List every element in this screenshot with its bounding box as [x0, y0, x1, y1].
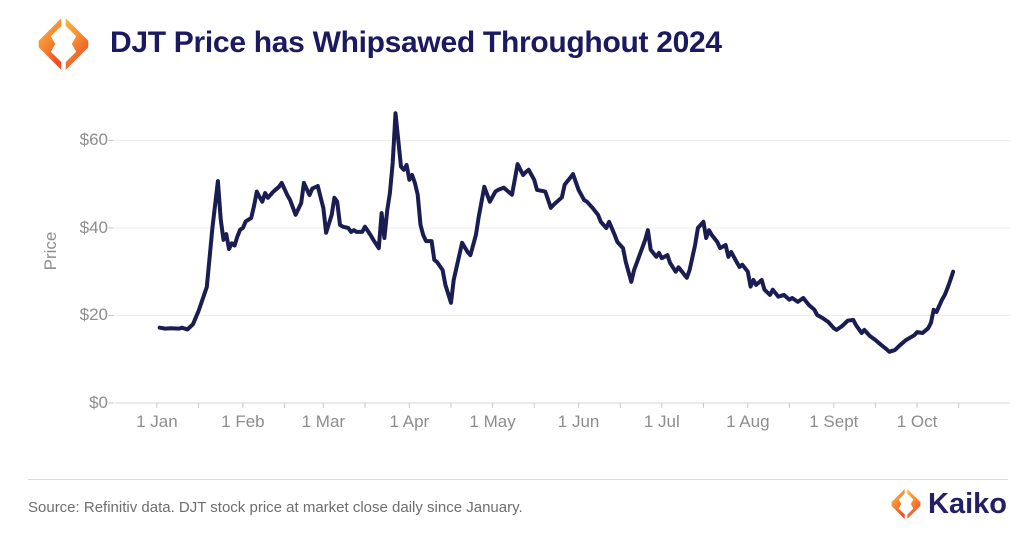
chart-canvas — [108, 111, 1010, 408]
source-text: Source: Refinitiv data. DJT stock price … — [28, 499, 523, 516]
kaiko-brand: Kaiko — [890, 486, 1020, 526]
y-tick-label: $0 — [89, 393, 108, 412]
x-tick-label: 1 Aug — [726, 412, 770, 431]
footer-divider — [28, 479, 1008, 480]
y-tick-label: $20 — [79, 305, 108, 325]
x-tick-label: 1 Mar — [301, 412, 346, 431]
price-line — [157, 111, 956, 354]
x-tick-label: 1 Oct — [896, 412, 938, 431]
price-line-chart: Price $0 $20 $40 $60 1 Jan 1 Feb 1 Mar 1 Apr 1 M… — [41, 111, 1010, 431]
y-tick-label: $60 — [79, 130, 108, 150]
kaiko-logo-icon — [38, 18, 89, 70]
x-tick-label: 1 May — [469, 412, 516, 431]
y-tick-label: $40 — [79, 217, 108, 237]
kaiko-brand-icon — [891, 488, 921, 520]
x-tick-label: 1 Jul — [643, 412, 680, 431]
x-tick-label: 1 Feb — [221, 412, 265, 431]
x-tick-label: 1 Apr — [389, 412, 430, 431]
x-tick-label: 1 Sept — [809, 412, 859, 431]
x-tick-label: 1 Jan — [136, 412, 178, 431]
kaiko-brand-wordmark: Kaiko — [928, 488, 1007, 520]
x-tick-label: 1 Jun — [557, 412, 600, 431]
page-title: DJT Price has Whipsawed Throughout 2024 — [110, 26, 722, 59]
